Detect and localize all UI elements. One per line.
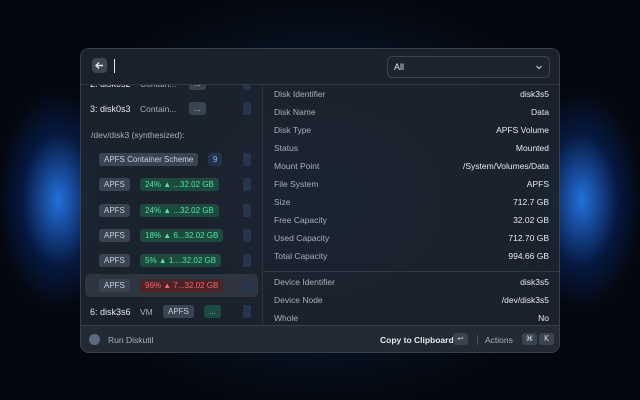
detail-label: Device Node	[274, 295, 323, 305]
accessory	[243, 152, 251, 166]
list: 2: disk0s2 Contain...... 3: disk0s3 Contain…	[81, 85, 262, 325]
detail-label: Mount Point	[274, 161, 320, 171]
accessory	[243, 254, 251, 268]
detail-value: Mounted	[515, 143, 549, 153]
key: ⌘	[522, 333, 537, 345]
detail-label: File System	[274, 179, 319, 189]
back-icon	[95, 62, 103, 69]
detail-label: Free Capacity	[274, 215, 327, 225]
item-title: 6: disk3s6	[90, 306, 131, 317]
list-item[interactable]: 6: disk3s6 VM APFS...	[85, 300, 258, 323]
key: K	[539, 333, 554, 345]
tag: 24% ▲ ...32.02 GB	[140, 203, 219, 217]
tag: 96% ▲ 7...32.02 GB	[140, 279, 224, 293]
section-header: /dev/disk3 (synthesized):	[85, 123, 258, 146]
detail: Disk Identifier disk3s5 Disk Name Data Disk …	[263, 85, 559, 325]
tag: APFS	[163, 304, 194, 318]
accessory	[243, 85, 251, 90]
divider	[263, 271, 559, 272]
accessory	[243, 102, 251, 116]
detail-label: Device Identifier	[274, 277, 335, 287]
item-title: 3: disk0s3	[90, 104, 131, 115]
tag: ...	[204, 304, 221, 318]
list-item[interactable]: APFS 96% ▲ 7...32.02 GB	[85, 274, 258, 298]
split-divider	[262, 85, 263, 325]
tag: 24% ▲ ...32.02 GB	[140, 178, 219, 192]
item-subtitle: Contain...	[140, 85, 176, 89]
filter-dropdown[interactable]: All	[387, 56, 550, 78]
detail-value: No	[538, 313, 549, 323]
detail-value: 712.7 GB	[513, 197, 549, 207]
divider	[81, 84, 559, 85]
tag: APFS	[99, 228, 130, 242]
item-subtitle: VM	[140, 306, 153, 317]
detail-value: APFS Volume	[496, 125, 549, 135]
detail-label: Disk Type	[274, 125, 312, 135]
window: All 2: disk0s2 Contain...... 3: disk0s3 Con…	[80, 48, 560, 353]
accessory	[243, 279, 251, 293]
item-title: 2: disk0s2	[90, 85, 131, 89]
list-item[interactable]: APFS 24% ▲ ...32.02 GB	[85, 173, 258, 196]
detail-value: /dev/disk3s5	[501, 295, 549, 305]
tag: 9	[208, 152, 223, 166]
search-cursor[interactable]	[114, 59, 115, 73]
detail-label: Status	[274, 143, 299, 153]
key: ↩	[453, 333, 468, 345]
section-title: /dev/disk3 (synthesized):	[91, 129, 185, 140]
list-item[interactable]: APFS 5% ▲ 1....32.02 GB	[85, 249, 258, 272]
detail-value: APFS	[526, 179, 549, 189]
app-icon	[89, 334, 100, 345]
accessory	[243, 304, 251, 318]
command-name: Run Diskutil	[108, 335, 154, 345]
tag: APFS Container Scheme	[99, 152, 199, 166]
detail-value: 32.02 GB	[513, 215, 549, 225]
tag: APFS	[99, 279, 130, 293]
tag: ...	[189, 85, 206, 90]
tag: APFS	[99, 178, 130, 192]
list-item[interactable]: 2: disk0s2 Contain......	[85, 85, 258, 95]
tag: ...	[189, 102, 206, 116]
detail-label: Size	[274, 197, 291, 207]
detail-label: Total Capacity	[274, 251, 328, 261]
detail-value: 994.66 GB	[508, 251, 549, 261]
back-button[interactable]	[92, 58, 107, 73]
tag: 5% ▲ 1....32.02 GB	[140, 254, 222, 268]
accessory	[243, 228, 251, 242]
detail-value: /System/Volumes/Data	[463, 161, 549, 171]
list-item[interactable]: APFS 18% ▲ 6...32.02 GB	[85, 224, 258, 247]
footer: Run Diskutil Copy to Clipboard ↩ Actions…	[81, 325, 559, 352]
primary-action[interactable]: Copy to Clipboard	[380, 335, 454, 345]
tag: 18% ▲ 6...32.02 GB	[140, 228, 224, 242]
detail-value: Data	[531, 107, 549, 117]
chevron	[536, 65, 542, 70]
tag: APFS	[99, 203, 130, 217]
accessory	[243, 203, 251, 217]
detail-label: Disk Identifier	[274, 89, 326, 99]
list-item[interactable]: APFS Container Scheme 9	[85, 148, 258, 171]
accessory	[243, 178, 251, 192]
detail-label: Disk Name	[274, 107, 316, 117]
list-item[interactable]: 3: disk0s3 Contain......	[85, 97, 258, 120]
separator	[477, 335, 478, 345]
tag: APFS	[99, 254, 130, 268]
detail-label: Used Capacity	[274, 233, 330, 243]
detail-value: 712.70 GB	[508, 233, 549, 243]
detail-label: Whole	[274, 313, 299, 323]
actions-button[interactable]: Actions	[485, 335, 513, 345]
detail-value: disk3s5	[520, 277, 549, 287]
filter-value: All	[394, 62, 405, 72]
list-item[interactable]: APFS 24% ▲ ...32.02 GB	[85, 199, 258, 222]
detail-value: disk3s5	[520, 89, 549, 99]
item-subtitle: Contain...	[140, 104, 177, 115]
